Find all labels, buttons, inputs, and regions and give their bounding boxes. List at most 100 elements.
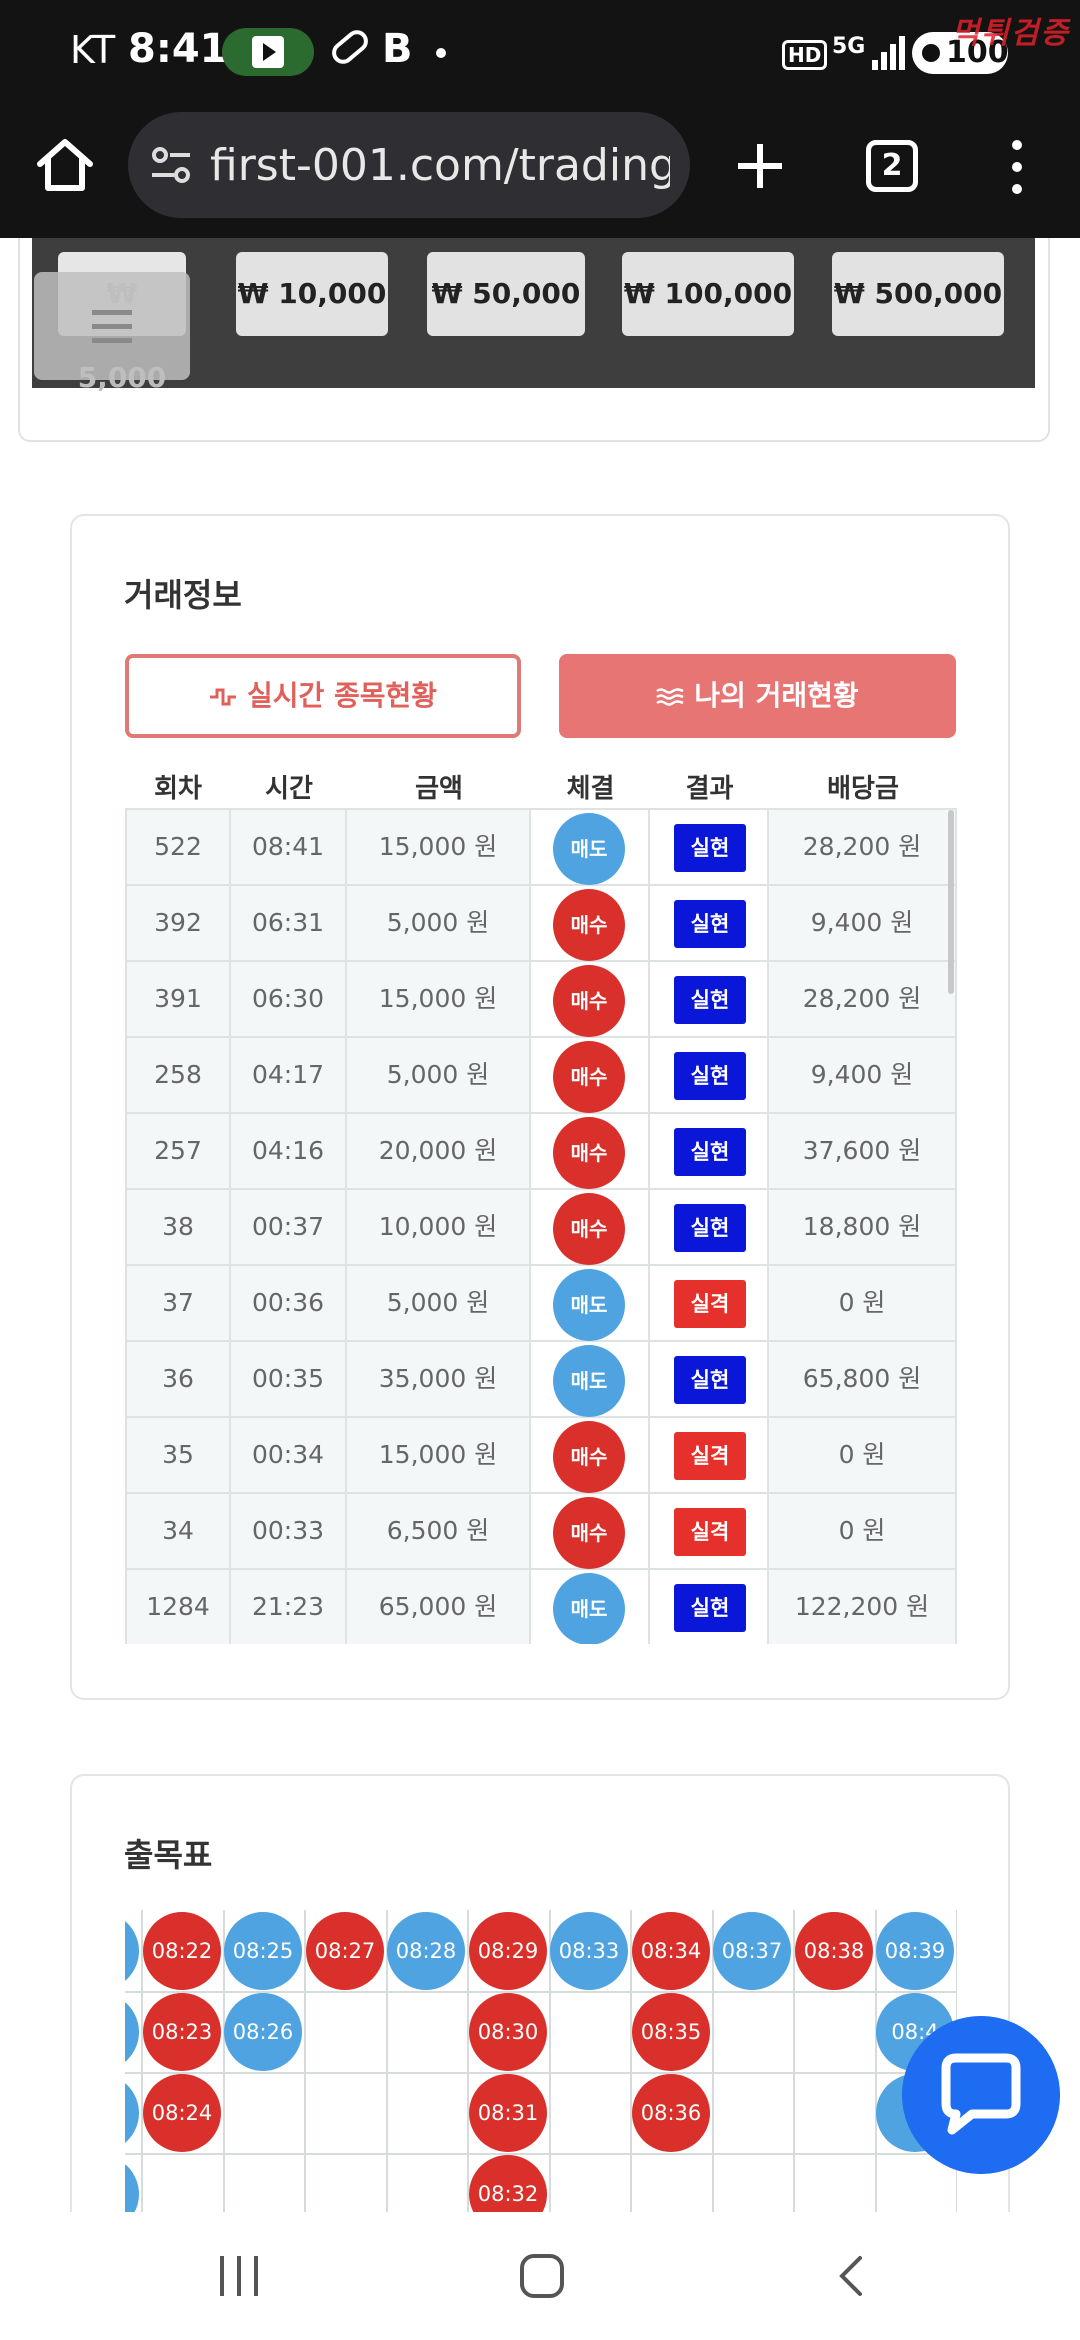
exec-cell: 매수 [531,1190,650,1265]
table-row: 1284 21:23 65,000 원 매도 실현 122,200 원 [125,1570,957,1644]
back-icon[interactable] [830,2254,874,2298]
grid-line [141,1910,143,2212]
table-row: 391 06:30 15,000 원 매수 실현 28,200 원 [125,962,957,1038]
battery-indicator: 100 [912,32,1009,74]
result-badge: 실격 [674,1280,746,1328]
result-badge: 실현 [674,1204,746,1252]
grid-line [793,1910,795,2212]
grid-line [125,1991,957,1993]
result-ball: 08:36 [632,2074,710,2152]
amount-50000-button[interactable]: ₩ 50,000 [427,252,585,336]
round-cell: 38 [125,1190,231,1264]
hamburger-menu-icon[interactable] [34,272,190,380]
exec-badge: 매수 [553,965,625,1037]
payout-cell: 0 원 [769,1266,957,1340]
exec-cell: 매도 [531,1570,650,1644]
time-cell: 04:17 [231,1038,347,1112]
time-cell: 00:34 [231,1418,347,1492]
result-ball [125,1993,139,2071]
result-ball: 08:30 [469,1993,547,2071]
round-cell: 257 [125,1114,231,1188]
result-badge: 실현 [674,824,746,872]
grid-line [712,1910,714,2212]
tab-switcher-button[interactable]: 2 [866,140,918,192]
pulse-icon [209,688,236,706]
column-header: 시간 [265,774,313,804]
payout-cell: 122,200 원 [769,1570,957,1644]
payout-cell: 65,800 원 [769,1342,957,1416]
notification-dot-icon [436,48,446,58]
result-ball [125,2155,139,2212]
status-bar: KT 8:41 B HD 5G 100 먹튀검증 [0,0,1080,106]
result-cell: 실현 [650,1342,769,1416]
table-scrollbar[interactable] [948,810,954,994]
exec-cell: 매수 [531,1494,650,1569]
result-ball: 08:33 [550,1912,628,1990]
home-icon[interactable] [34,134,96,196]
time-cell: 00:37 [231,1190,347,1264]
amount-10000-button[interactable]: ₩ 10,000 [236,252,388,336]
result-cell: 실격 [650,1418,769,1492]
result-ball: 08:29 [469,1912,547,1990]
chat-button[interactable] [902,2016,1060,2174]
carrier-label: KT [70,28,116,72]
result-badge: 실현 [674,1356,746,1404]
exec-badge: 매수 [553,1041,625,1113]
round-cell: 392 [125,886,231,960]
result-cell: 실현 [650,962,769,1036]
payout-cell: 28,200 원 [769,810,957,884]
result-ball: 08:25 [224,1912,302,1990]
amount-100000-button[interactable]: ₩ 100,000 [622,252,794,336]
recent-apps-icon[interactable] [218,2256,260,2296]
address-bar[interactable]: first-001.com/trading [128,112,690,218]
table-row: 36 00:35 35,000 원 매도 실현 65,800 원 [125,1342,957,1418]
more-menu-icon[interactable] [1000,140,1034,196]
grid-line [223,1910,225,2212]
tab-realtime-label: 실시간 종목현황 [246,679,438,712]
exec-badge: 매수 [553,1421,625,1493]
column-header: 결과 [685,774,734,804]
grid-line [304,1910,306,2212]
result-cell: 실현 [650,886,769,960]
amount-cell: 15,000 원 [347,1418,531,1492]
table-row: 38 00:37 10,000 원 매수 실현 18,800 원 [125,1190,957,1266]
payout-cell: 18,800 원 [769,1190,957,1264]
site-settings-icon[interactable] [150,145,192,185]
result-ball: 08:27 [306,1912,384,1990]
payout-cell: 0 원 [769,1494,957,1568]
exec-cell: 매수 [531,1114,650,1189]
result-badge: 실현 [674,1052,746,1100]
exec-cell: 매도 [531,1266,650,1341]
payout-cell: 37,600 원 [769,1114,957,1188]
payout-cell: 0 원 [769,1418,957,1492]
time-cell: 00:33 [231,1494,347,1568]
result-badge: 실현 [674,1584,746,1632]
grid-line [467,1910,469,2212]
amount-cell: 6,500 원 [347,1494,531,1568]
exec-cell: 매수 [531,886,650,961]
result-badge: 실현 [674,1128,746,1176]
new-tab-icon[interactable] [730,136,790,196]
result-board-title: 출목표 [124,1836,213,1874]
amount-cell: 65,000 원 [347,1570,531,1644]
system-home-icon[interactable] [520,2254,564,2298]
amount-cell: 35,000 원 [347,1342,531,1416]
column-header: 체결 [566,774,615,804]
signal-icon [872,34,906,70]
result-ball [125,2074,139,2152]
amount-cell: 5,000 원 [347,886,531,960]
grid-line [630,1910,632,2212]
table-row: 258 04:17 5,000 원 매수 실현 9,400 원 [125,1038,957,1114]
grid-line [549,1910,551,2212]
trade-table[interactable]: 522 08:41 15,000 원 매도 실현 28,200 원 392 06:31 5,00… [125,808,957,1644]
table-row: 35 00:34 15,000 원 매수 실격 0 원 [125,1418,957,1494]
tab-my-trades[interactable]: 나의 거래현황 [559,654,956,738]
result-ball: 08:37 [713,1912,791,1990]
round-cell: 36 [125,1342,231,1416]
b-app-icon: B [382,26,413,72]
exec-badge: 매수 [553,1117,625,1189]
tab-realtime-status[interactable]: 실시간 종목현황 [125,654,521,738]
amount-cell: 20,000 원 [347,1114,531,1188]
amount-500000-button[interactable]: ₩ 500,000 [832,252,1004,336]
